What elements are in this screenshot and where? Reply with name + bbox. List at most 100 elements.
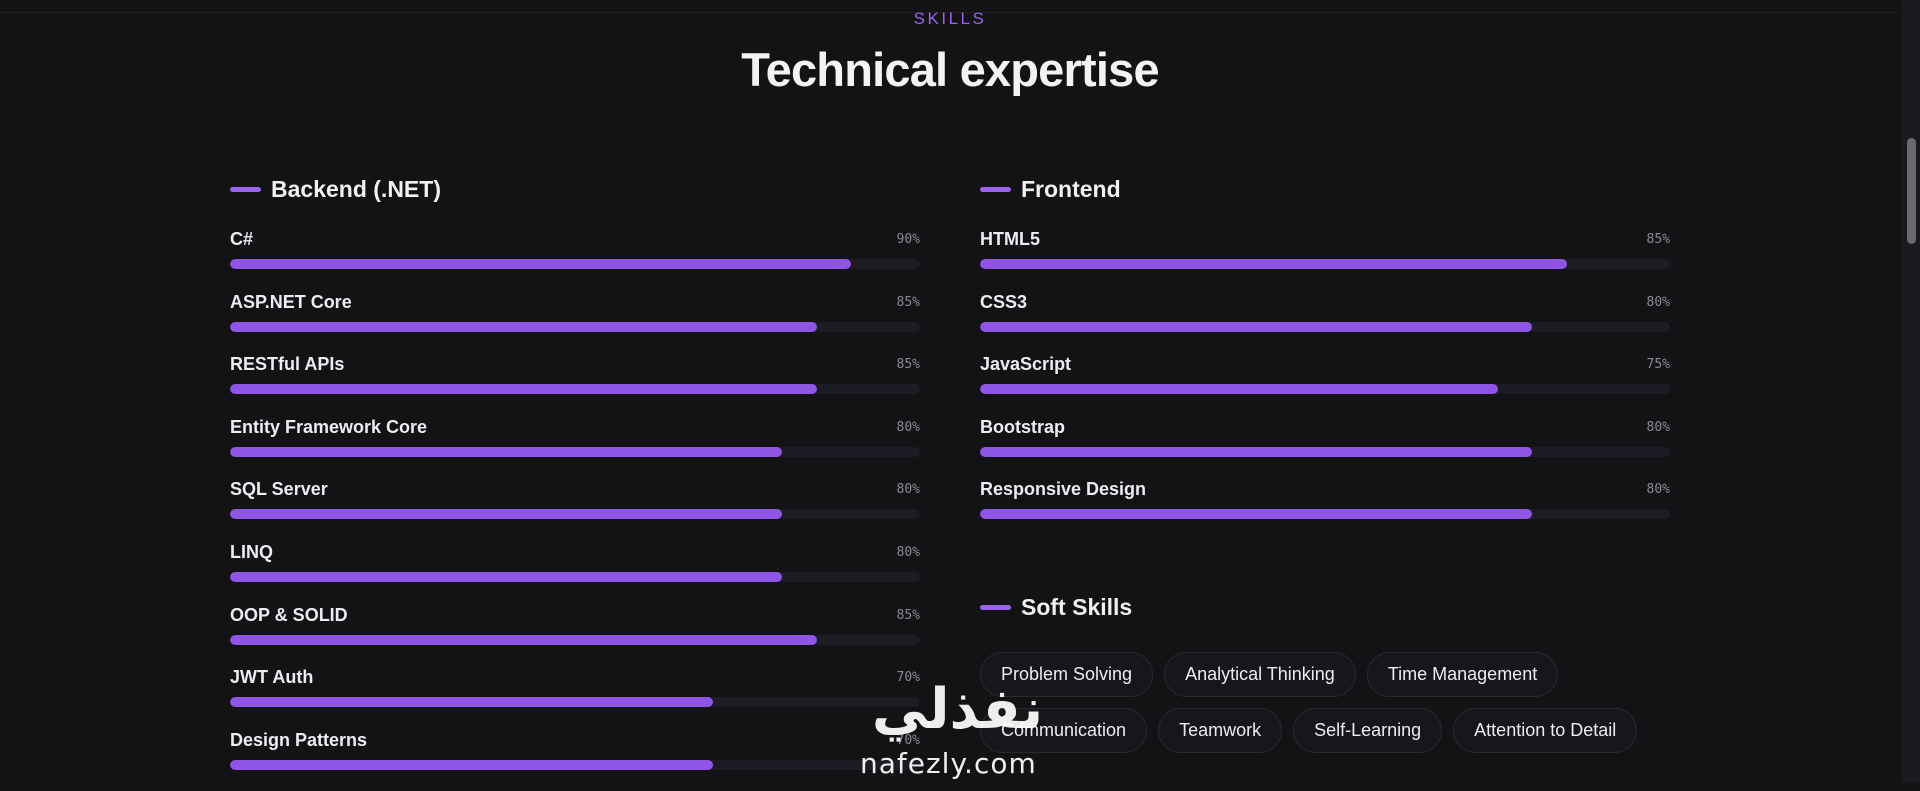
skill-row: LINQ 80% bbox=[230, 541, 920, 563]
soft-skills-chip-list: Problem Solving Analytical Thinking Time M… bbox=[980, 652, 1660, 753]
soft-skill-chip[interactable]: Problem Solving bbox=[980, 652, 1154, 697]
skill-row: RESTful APIs 85% bbox=[230, 353, 920, 375]
skill-name: HTML5 bbox=[980, 229, 1040, 249]
frontend-skill-list: HTML5 85% CSS3 80% JavaScript 75% Bootstrap 80%… bbox=[980, 228, 1670, 541]
skill-progress-track bbox=[230, 321, 920, 332]
skill-row: Responsive Design 80% bbox=[980, 478, 1670, 500]
skill-item: Responsive Design 80% bbox=[980, 478, 1670, 541]
skill-row: JWT Auth 70% bbox=[230, 666, 920, 688]
skill-name: C# bbox=[230, 229, 254, 249]
skill-progress-fill bbox=[230, 759, 713, 770]
skill-row: OOP & SOLID 85% bbox=[230, 604, 920, 626]
skill-progress-fill bbox=[980, 259, 1567, 269]
skill-row: JavaScript 75% bbox=[980, 353, 1670, 375]
skill-item: C# 90% bbox=[230, 228, 920, 291]
skill-item: LINQ 80% bbox=[230, 541, 920, 604]
skill-progress-fill bbox=[230, 446, 782, 457]
skill-progress-track bbox=[980, 446, 1670, 457]
skill-progress-track bbox=[980, 384, 1670, 395]
skill-item: Design Patterns 70% bbox=[230, 729, 920, 791]
backend-group: Backend (.NET) C# 90% ASP.NET Core 85% RESTf… bbox=[230, 176, 920, 791]
skill-name: OOP & SOLID bbox=[230, 604, 348, 625]
skill-progress-track bbox=[230, 634, 920, 645]
skill-progress-track bbox=[230, 759, 920, 770]
skill-progress-fill bbox=[230, 384, 817, 395]
skill-progress-track bbox=[230, 509, 920, 520]
soft-skill-chip[interactable]: Attention to Detail bbox=[1453, 708, 1638, 753]
scrollbar-thumb[interactable] bbox=[1907, 138, 1916, 244]
skill-progress-track bbox=[980, 321, 1670, 332]
skill-item: Bootstrap 80% bbox=[980, 416, 1670, 479]
skill-progress-fill bbox=[230, 509, 782, 520]
frontend-group-heading: Frontend bbox=[980, 176, 1670, 202]
soft-skills-title: Soft Skills bbox=[1021, 593, 1133, 620]
skill-percent: 75% bbox=[1646, 357, 1670, 373]
backend-group-title: Backend (.NET) bbox=[271, 175, 441, 202]
skill-row: CSS3 80% bbox=[980, 291, 1670, 313]
soft-skills-heading: Soft Skills bbox=[980, 594, 1670, 620]
page-scrollbar[interactable] bbox=[1902, 0, 1920, 782]
skill-name: ASP.NET Core bbox=[230, 291, 352, 312]
skill-percent: 80% bbox=[1646, 419, 1670, 435]
skill-percent: 70% bbox=[896, 670, 920, 686]
skill-name: JWT Auth bbox=[230, 667, 314, 688]
skill-progress-track bbox=[230, 446, 920, 457]
skill-progress-fill bbox=[230, 697, 713, 708]
skill-percent: 70% bbox=[896, 732, 920, 748]
skill-item: JavaScript 75% bbox=[980, 353, 1670, 416]
skill-name: Bootstrap bbox=[980, 416, 1065, 437]
skill-item: RESTful APIs 85% bbox=[230, 353, 920, 416]
skill-progress-track bbox=[980, 259, 1670, 269]
skill-name: JavaScript bbox=[980, 354, 1072, 375]
skill-item: CSS3 80% bbox=[980, 291, 1670, 354]
skill-progress-fill bbox=[230, 634, 817, 645]
skill-percent: 80% bbox=[896, 419, 920, 435]
skill-progress-track bbox=[230, 384, 920, 395]
skill-percent: 80% bbox=[1646, 482, 1670, 498]
skill-row: Bootstrap 80% bbox=[980, 416, 1670, 438]
skill-progress-track bbox=[230, 259, 920, 269]
soft-skill-chip[interactable]: Time Management bbox=[1366, 652, 1559, 697]
soft-skill-chip[interactable]: Teamwork bbox=[1158, 708, 1283, 753]
skill-progress-fill bbox=[980, 446, 1532, 457]
skill-item: Entity Framework Core 80% bbox=[230, 416, 920, 479]
section-title: Technical expertise bbox=[741, 43, 1159, 96]
skill-name: LINQ bbox=[230, 541, 273, 562]
skill-row: SQL Server 80% bbox=[230, 478, 920, 500]
skill-name: Design Patterns bbox=[230, 729, 368, 750]
skill-progress-track bbox=[230, 571, 920, 582]
skill-name: CSS3 bbox=[980, 291, 1028, 312]
skill-row: HTML5 85% bbox=[980, 228, 1670, 250]
skill-progress-fill bbox=[980, 509, 1532, 520]
skill-percent: 80% bbox=[1646, 294, 1670, 310]
backend-group-heading: Backend (.NET) bbox=[230, 176, 920, 202]
skill-progress-fill bbox=[980, 384, 1498, 395]
skill-progress-fill bbox=[230, 321, 817, 332]
skill-name: RESTful APIs bbox=[230, 354, 345, 375]
backend-skill-list: C# 90% ASP.NET Core 85% RESTful APIs 85% Entit… bbox=[230, 228, 920, 791]
skill-name: SQL Server bbox=[230, 479, 328, 500]
section-eyebrow: SKILLS bbox=[913, 9, 987, 28]
skill-name: Entity Framework Core bbox=[230, 416, 428, 437]
section-header: SKILLS Technical expertise bbox=[0, 0, 1900, 97]
soft-skill-chip[interactable]: Self-Learning bbox=[1293, 708, 1443, 753]
skill-row: ASP.NET Core 85% bbox=[230, 291, 920, 313]
soft-skill-chip[interactable]: Communication bbox=[980, 708, 1148, 753]
skill-percent: 85% bbox=[896, 607, 920, 623]
skill-percent: 80% bbox=[896, 482, 920, 498]
skill-item: ASP.NET Core 85% bbox=[230, 291, 920, 354]
skill-progress-track bbox=[230, 697, 920, 708]
top-divider bbox=[0, 12, 1900, 13]
skill-name: Responsive Design bbox=[980, 479, 1147, 500]
frontend-group-title: Frontend bbox=[1021, 175, 1121, 202]
skill-item: OOP & SOLID 85% bbox=[230, 604, 920, 667]
skill-progress-fill bbox=[980, 321, 1532, 332]
skill-row: C# 90% bbox=[230, 228, 920, 250]
skill-progress-fill bbox=[230, 259, 851, 269]
skill-item: SQL Server 80% bbox=[230, 478, 920, 541]
soft-skills-group: Soft Skills Problem Solving Analytical Th… bbox=[980, 594, 1670, 753]
soft-skill-chip[interactable]: Analytical Thinking bbox=[1164, 652, 1356, 697]
skill-progress-track bbox=[980, 509, 1670, 520]
skill-percent: 85% bbox=[1646, 232, 1670, 247]
accent-dash bbox=[230, 186, 261, 192]
